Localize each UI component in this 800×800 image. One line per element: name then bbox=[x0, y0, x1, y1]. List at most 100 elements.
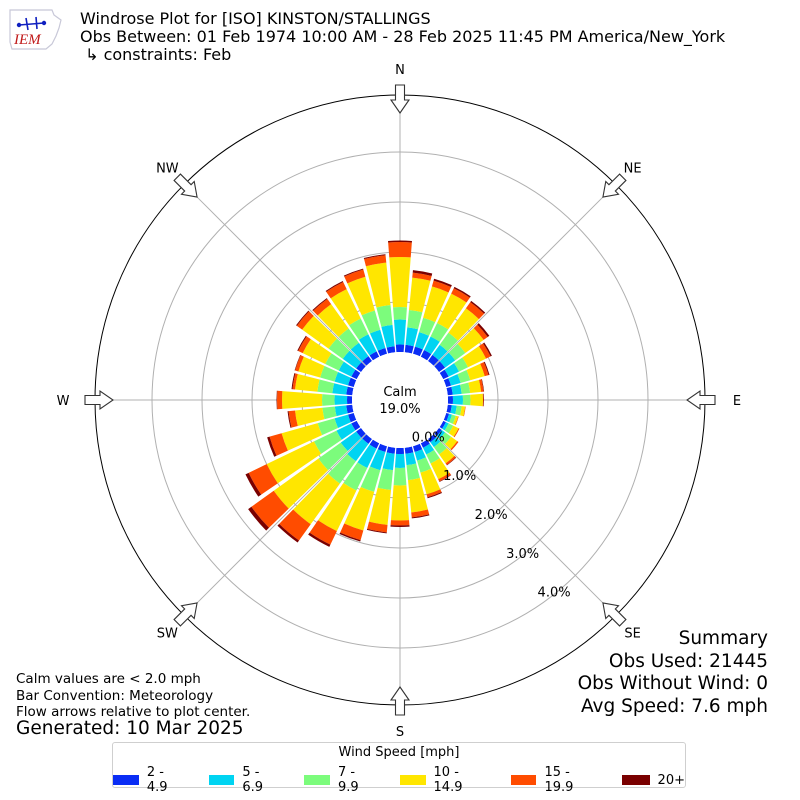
windrose-bar-segment bbox=[248, 464, 278, 495]
windrose-bar-segment bbox=[328, 338, 350, 359]
windrose-bar-segment bbox=[443, 378, 452, 388]
windrose-bar-segment bbox=[361, 310, 381, 334]
windrose-bar-segment bbox=[340, 431, 362, 451]
windrose-bar-segment bbox=[338, 328, 359, 350]
flow-arrow-icon bbox=[84, 389, 114, 411]
windrose-bar-segment bbox=[312, 298, 328, 311]
windrose-bar-segment bbox=[339, 532, 361, 542]
windrose-bar-segment bbox=[251, 490, 289, 528]
windrose-bar-segment bbox=[390, 525, 410, 527]
windrose-bar-segment bbox=[369, 449, 386, 471]
windrose-bar-segment bbox=[365, 262, 391, 308]
windrose-bar-segment bbox=[454, 357, 469, 372]
windrose-bar-segment bbox=[309, 520, 337, 545]
windrose-bar-segment bbox=[404, 344, 414, 354]
iem-logo: IEM bbox=[6, 6, 64, 52]
windrose-bar-segment bbox=[292, 373, 298, 390]
windrose-bar-segment bbox=[363, 254, 386, 260]
windrose-bar-segment bbox=[334, 395, 348, 405]
windrose-bar-segment bbox=[451, 384, 462, 395]
flow-arrow-icon bbox=[686, 389, 716, 411]
windrose-bar-segment bbox=[404, 446, 414, 454]
flow-arrow-icon bbox=[602, 602, 627, 627]
legend-title: Wind Speed [mph] bbox=[338, 745, 460, 760]
chart-title: Windrose Plot for [ISO] KINSTON/STALLING… bbox=[80, 10, 725, 64]
windrose-bar-segment bbox=[390, 520, 410, 526]
compass-label-nw: NW bbox=[156, 161, 179, 176]
windrose-bar-segment bbox=[478, 379, 484, 392]
windrose-bar-segment bbox=[411, 514, 430, 519]
windrose-bar-segment bbox=[422, 443, 435, 455]
windrose-bar-segment bbox=[346, 386, 354, 396]
windrose-bar-segment bbox=[291, 373, 296, 390]
windrose-bar-segment bbox=[340, 523, 364, 541]
windrose-bar-segment bbox=[407, 309, 423, 330]
windrose-bar-segment bbox=[296, 310, 310, 326]
grid-ring bbox=[151, 151, 649, 649]
windrose-bar-segment bbox=[393, 467, 407, 486]
windrose-bar-segment bbox=[428, 354, 439, 366]
windrose-bar-segment bbox=[267, 436, 277, 457]
grid-spoke bbox=[433, 183, 617, 367]
windrose-bar-segment bbox=[347, 438, 369, 462]
windrose-bar-segment bbox=[369, 329, 386, 351]
windrose-bar-segment bbox=[455, 405, 462, 416]
windrose-bar-segment bbox=[343, 462, 368, 491]
windrose-bar-segment bbox=[317, 304, 349, 338]
windrose-bar-segment bbox=[296, 311, 314, 330]
windrose-bar-segment bbox=[338, 361, 356, 377]
windrose-bar-segment bbox=[480, 362, 489, 377]
windrose-bar-segment bbox=[460, 382, 471, 394]
grid-ring bbox=[201, 201, 599, 599]
windrose-bar-segment bbox=[430, 437, 441, 448]
windrose-bar-segment bbox=[408, 277, 431, 313]
windrose-bar-segment bbox=[481, 379, 485, 392]
windrose-bar-segment bbox=[293, 473, 340, 525]
windrose-bar-segment bbox=[394, 453, 406, 468]
windrose-bar-segment bbox=[389, 256, 411, 308]
windrose-bar-segment bbox=[273, 458, 329, 509]
windrose-bar-segment bbox=[483, 361, 490, 376]
compass-label-ne: NE bbox=[624, 161, 642, 176]
windrose-bar-segment bbox=[482, 393, 484, 407]
windrose-bar-segment bbox=[377, 348, 388, 357]
windrose-bar-segment bbox=[436, 430, 446, 439]
windrose-bar-segment bbox=[298, 336, 311, 354]
flow-arrow-icon bbox=[602, 173, 627, 198]
grid-spoke bbox=[433, 433, 617, 617]
legend-label: 15 - 19.9 bbox=[544, 765, 574, 795]
windrose-bar-segment bbox=[390, 485, 410, 521]
windrose-bar-segment bbox=[342, 350, 362, 369]
windrose-bar-segment bbox=[427, 492, 442, 499]
logo-text: IEM bbox=[13, 32, 42, 48]
calm-label: Calm bbox=[383, 385, 416, 400]
summary-heading: Summary bbox=[678, 628, 768, 649]
legend-swatch bbox=[621, 775, 650, 785]
summary-obs-used: Obs Used: 21445 bbox=[608, 650, 768, 672]
radial-tick-label: 2.0% bbox=[475, 508, 508, 523]
windrose-bar-segment bbox=[446, 386, 453, 396]
windrose-bar-segment bbox=[377, 468, 393, 491]
flow-arrow-icon bbox=[173, 173, 198, 198]
windrose-bar-segment bbox=[411, 509, 430, 518]
windrose-bar-segment bbox=[448, 374, 461, 386]
windrose-bar-segment bbox=[450, 441, 459, 451]
windrose-bar-segment bbox=[369, 487, 392, 525]
windrose-bar-segment bbox=[302, 339, 332, 365]
windrose-bar-segment bbox=[366, 528, 387, 534]
windrose-bar-segment bbox=[362, 434, 372, 444]
windrose-bar-segment bbox=[279, 509, 311, 541]
windrose-bar-segment bbox=[437, 293, 467, 330]
flow-arrow-icon bbox=[389, 686, 411, 716]
windrose-bar-segment bbox=[470, 393, 483, 407]
calm-percent: 19.0% bbox=[379, 402, 420, 417]
windrose-bar-segment bbox=[248, 506, 270, 531]
windrose-bar-segment bbox=[483, 393, 484, 407]
windrose-bar-segment bbox=[415, 332, 430, 350]
windrose-bar-segment bbox=[439, 369, 449, 380]
windrose-bar-segment bbox=[463, 406, 466, 417]
legend-item: 20+ bbox=[621, 765, 685, 795]
windrose-bar-segment bbox=[357, 444, 377, 469]
windrose-bar-segment bbox=[395, 344, 405, 353]
